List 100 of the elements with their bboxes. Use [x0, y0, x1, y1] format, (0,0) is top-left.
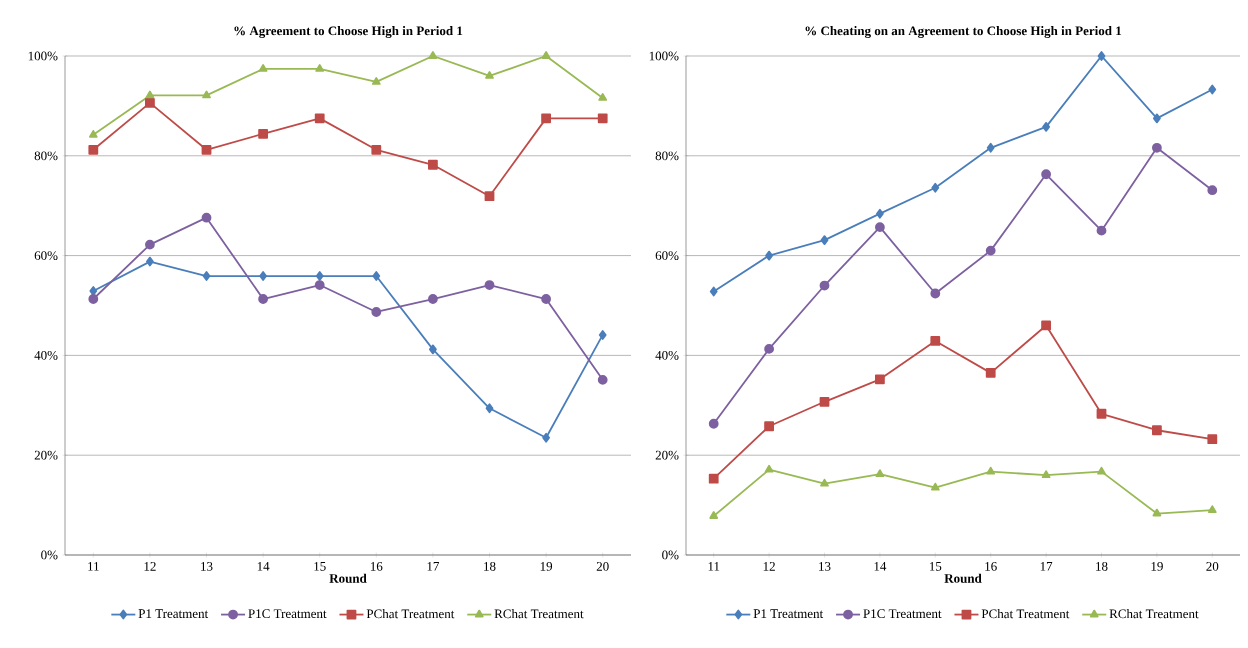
y-tick-label: 40% — [34, 350, 58, 360]
x-tick-label: 11 — [88, 562, 99, 571]
point — [820, 235, 829, 246]
point — [259, 271, 268, 281]
x-tick-label: 14 — [257, 562, 270, 571]
x-tick-label: 19 — [1151, 562, 1163, 571]
point — [930, 482, 940, 491]
x-tick-label: 19 — [540, 562, 553, 571]
legend-label: P1C Treatment — [248, 609, 327, 619]
legend-label: RChat Treatment — [1109, 609, 1199, 619]
chart-title: % Cheating on an Agreement to Choose High in Period 1 — [805, 26, 1122, 38]
x-tick-label: 20 — [1206, 562, 1219, 571]
point — [1041, 320, 1051, 331]
point — [146, 256, 154, 267]
legend-label: PChat Treatment — [366, 609, 455, 619]
legend-label: RChat Treatment — [494, 609, 584, 619]
x-tick-label: 15 — [314, 562, 326, 571]
x-tick-label: 18 — [484, 562, 496, 571]
point — [428, 51, 438, 59]
point — [709, 286, 718, 297]
point — [1208, 84, 1217, 95]
x-tick-label: 11 — [708, 562, 720, 571]
legend-label: P1 Treatment — [753, 609, 824, 619]
point — [88, 144, 99, 155]
y-tick-label: 0% — [662, 550, 679, 560]
y-tick-label: 80% — [655, 151, 679, 161]
point — [371, 144, 382, 155]
point — [875, 374, 885, 385]
legend-label: P1 Treatment — [138, 609, 209, 619]
legend-label: PChat Treatment — [981, 609, 1070, 619]
point — [1096, 225, 1107, 236]
point — [315, 271, 324, 281]
point — [485, 71, 494, 79]
point — [145, 98, 155, 108]
x-tick-label: 12 — [763, 562, 775, 571]
point — [145, 90, 155, 99]
point — [542, 432, 550, 443]
point — [598, 93, 608, 101]
point — [598, 330, 607, 340]
point — [1153, 113, 1161, 124]
point — [428, 294, 438, 304]
point — [145, 239, 155, 250]
x-tick-label: 13 — [201, 562, 213, 571]
point — [428, 159, 438, 170]
point — [314, 113, 325, 124]
y-tick-label: 60% — [655, 251, 679, 260]
point — [819, 280, 830, 291]
point — [541, 51, 551, 59]
x-tick-label: 16 — [370, 562, 383, 571]
point — [1152, 425, 1162, 436]
point — [1097, 466, 1106, 475]
y-tick-label: 40% — [655, 350, 679, 360]
point — [484, 191, 495, 202]
point — [202, 271, 211, 281]
point — [597, 113, 608, 124]
point — [1097, 51, 1106, 61]
point — [88, 294, 99, 304]
chart-title: % Agreement to Choose High in Period 1 — [234, 26, 463, 38]
point — [258, 294, 269, 304]
point — [820, 478, 829, 487]
x-tick-label: 18 — [1096, 562, 1108, 571]
y-tick-label: 100% — [649, 51, 679, 61]
x-tick-label: 12 — [144, 562, 156, 571]
point — [484, 280, 495, 290]
point — [372, 271, 381, 281]
point — [930, 288, 941, 299]
point — [314, 280, 325, 290]
point — [930, 336, 941, 346]
point — [985, 245, 996, 256]
x-tick-label: 15 — [929, 562, 942, 571]
point — [875, 222, 885, 233]
y-tick-label: 100% — [28, 51, 58, 61]
point — [1041, 169, 1051, 180]
x-tick-label: 14 — [874, 562, 887, 571]
point — [201, 144, 212, 155]
point — [429, 344, 437, 355]
y-tick-label: 20% — [655, 450, 679, 460]
point — [708, 418, 719, 429]
point — [541, 113, 551, 124]
point — [315, 64, 325, 72]
point — [765, 250, 773, 261]
point — [708, 473, 719, 484]
point — [1207, 434, 1218, 445]
y-tick-label: 80% — [34, 151, 58, 161]
x-tick-label: 16 — [985, 562, 997, 571]
point — [1152, 508, 1162, 517]
point — [1152, 142, 1162, 153]
point — [709, 511, 719, 519]
x-tick-label: 13 — [819, 562, 831, 571]
point — [764, 344, 775, 354]
x-tick-label: 17 — [427, 562, 440, 571]
point — [986, 142, 995, 153]
point — [258, 128, 269, 139]
x-tick-label: 17 — [1040, 562, 1053, 571]
point — [597, 374, 608, 385]
y-tick-label: 60% — [34, 251, 58, 260]
point — [201, 212, 212, 223]
point — [1096, 408, 1107, 419]
point — [985, 367, 996, 378]
point — [875, 469, 885, 478]
